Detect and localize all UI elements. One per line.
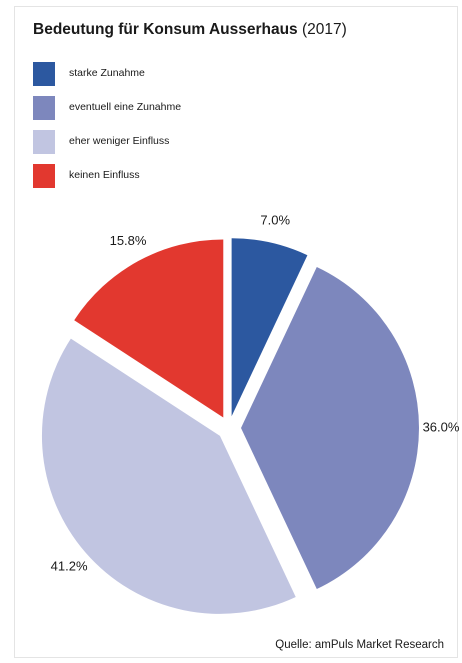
legend-label: eventuell eine Zunahme [69,101,182,113]
pie-label-starke-zunahme: 7.0% [260,213,290,228]
chart-title-main: Bedeutung für Konsum Ausserhaus [33,21,298,38]
pie-slice-keinen-einfluss [74,239,224,418]
pie-slice-starke-zunahme [231,238,308,417]
legend-label: starke Zunahme [69,67,145,79]
legend-swatch [33,164,55,188]
legend-swatch [33,62,55,86]
legend-label: eher weniger Einfluss [69,135,170,147]
pie-label-keinen-einfluss: 15.8% [110,233,147,248]
pie-label-eventuell-eine-zunahme: 36.0% [423,419,460,434]
pie-label-eher-weniger-einfluss: 41.2% [51,559,88,574]
pie-slice-eventuell-eine-zunahme [241,266,419,590]
legend-swatch [33,130,55,154]
pie-slice-eher-weniger-einfluss [41,338,296,614]
source-note: Quelle: amPuls Market Research [275,639,444,651]
legend-label: keinen Einfluss [69,169,140,181]
chart-title-year: (2017) [302,21,347,38]
chart-title: Bedeutung für Konsum Ausserhaus (2017) [33,21,347,39]
legend-swatch [33,96,55,120]
